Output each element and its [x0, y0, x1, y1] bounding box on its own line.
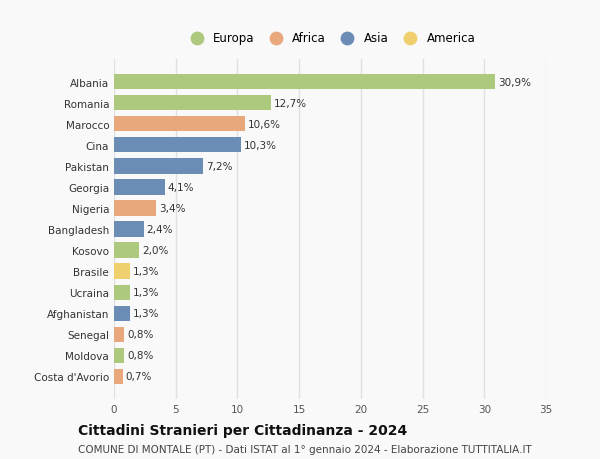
Bar	[114, 348, 124, 363]
Text: 1,3%: 1,3%	[133, 267, 160, 276]
Text: 0,8%: 0,8%	[127, 350, 154, 360]
Bar	[114, 306, 130, 321]
Bar	[114, 117, 245, 132]
Text: COMUNE DI MONTALE (PT) - Dati ISTAT al 1° gennaio 2024 - Elaborazione TUTTITALIA: COMUNE DI MONTALE (PT) - Dati ISTAT al 1…	[78, 444, 532, 454]
Text: Cittadini Stranieri per Cittadinanza - 2024: Cittadini Stranieri per Cittadinanza - 2…	[78, 423, 407, 437]
Text: 12,7%: 12,7%	[274, 99, 307, 109]
Text: 10,3%: 10,3%	[244, 140, 277, 151]
Bar	[114, 222, 143, 237]
Bar	[114, 369, 122, 384]
Bar	[114, 243, 139, 258]
Text: 1,3%: 1,3%	[133, 308, 160, 319]
Text: 0,8%: 0,8%	[127, 330, 154, 339]
Text: 2,4%: 2,4%	[147, 224, 173, 235]
Bar	[114, 159, 203, 174]
Text: 1,3%: 1,3%	[133, 287, 160, 297]
Text: 0,7%: 0,7%	[126, 371, 152, 381]
Bar	[114, 96, 271, 111]
Text: 30,9%: 30,9%	[499, 78, 532, 88]
Bar	[114, 201, 156, 216]
Text: 2,0%: 2,0%	[142, 246, 168, 256]
Bar	[114, 327, 124, 342]
Text: 10,6%: 10,6%	[248, 120, 281, 129]
Text: 7,2%: 7,2%	[206, 162, 232, 172]
Legend: Europa, Africa, Asia, America: Europa, Africa, Asia, America	[185, 32, 475, 45]
Bar	[114, 138, 241, 153]
Bar	[114, 285, 130, 300]
Text: 4,1%: 4,1%	[167, 183, 194, 192]
Bar	[114, 180, 164, 195]
Bar	[114, 264, 130, 279]
Bar	[114, 75, 496, 90]
Text: 3,4%: 3,4%	[159, 203, 185, 213]
